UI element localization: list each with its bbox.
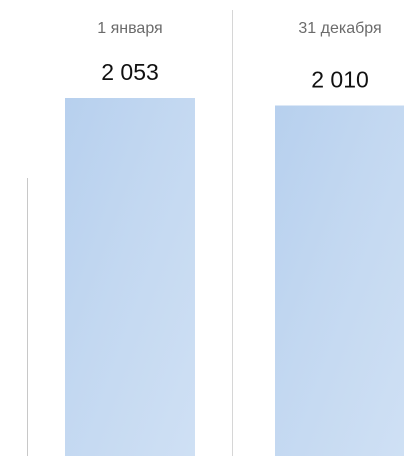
bar: [65, 98, 195, 456]
value-label: 2 010: [311, 66, 369, 92]
category-label: 31 декабря: [298, 20, 381, 37]
value-label: 2 053: [101, 59, 159, 85]
bar: [275, 105, 404, 456]
category-label: 1 января: [97, 20, 162, 37]
